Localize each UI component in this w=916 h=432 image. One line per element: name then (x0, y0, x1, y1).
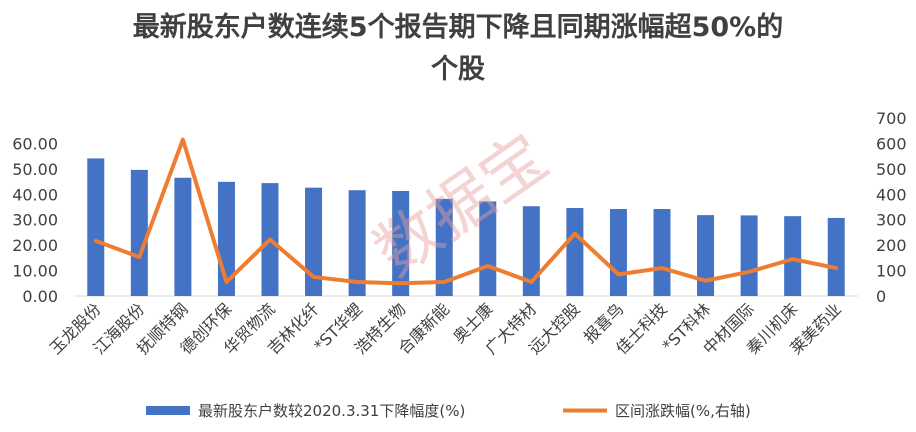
y-left-tick-label: 10.00 (12, 262, 58, 281)
y-right-tick-label: 0 (876, 287, 886, 306)
bar (479, 201, 497, 296)
y-right-tick-label: 700 (876, 109, 907, 128)
y-right-tick-label: 300 (876, 211, 907, 230)
legend-swatch-bar (146, 406, 190, 415)
legend-label-line: 区间涨跌幅(%,右轴) (615, 402, 751, 420)
y-left-tick-label: 20.00 (12, 236, 58, 255)
legend: 最新股东户数较2020.3.31下降幅度(%) 区间涨跌幅(%,右轴) (146, 402, 751, 420)
bar (566, 208, 584, 296)
chart-title-line1: 最新股东户数连续5个报告期下降且同期涨幅超50%的 (133, 11, 783, 43)
bar (174, 177, 192, 296)
bar (827, 217, 845, 296)
y-left-tick-label: 0.00 (22, 287, 58, 306)
bar (348, 190, 366, 296)
bar (697, 215, 715, 296)
category-labels: 玉龙股份江海股份抚顺特钢德创环保华贸物流吉林化纤*ST华塑浩特生物合康新能奥士康… (46, 299, 845, 358)
y-right-tick-label: 200 (876, 236, 907, 255)
y-left-tick-label: 40.00 (12, 185, 58, 204)
line-path (93, 137, 839, 286)
bar (435, 198, 453, 296)
bar (130, 169, 148, 296)
bar (305, 187, 323, 296)
bar (609, 209, 627, 296)
y-right-tick-label: 400 (876, 185, 907, 204)
y-right-tick-label: 100 (876, 262, 907, 281)
bar (522, 206, 540, 296)
bar (392, 190, 410, 296)
bar (740, 215, 758, 296)
legend-label-bar: 最新股东户数较2020.3.31下降幅度(%) (198, 402, 465, 420)
bar-series (87, 158, 845, 296)
y-left-tick-label: 60.00 (12, 134, 58, 153)
y-left-tick-label: 50.00 (12, 160, 58, 179)
y-right-tick-label: 500 (876, 160, 907, 179)
bar (87, 158, 105, 296)
bar (653, 209, 671, 296)
bar (784, 216, 802, 296)
y-left-tick-label: 30.00 (12, 211, 58, 230)
chart-title-line2: 个股 (431, 54, 485, 85)
line-series (93, 137, 839, 286)
axes: 0.00 10.00 20.00 30.00 40.00 50.00 60.00 0 100 20… (12, 109, 906, 306)
y-right-tick-label: 600 (876, 134, 907, 153)
